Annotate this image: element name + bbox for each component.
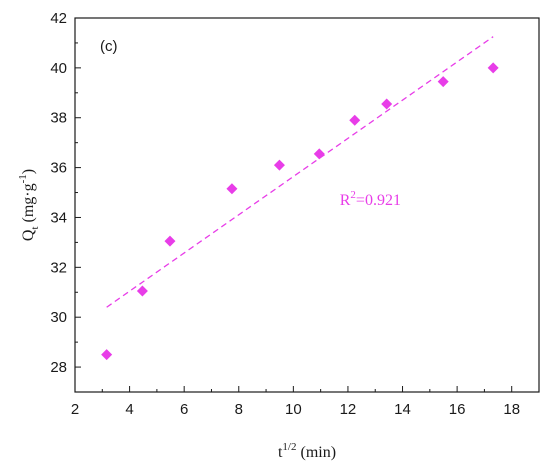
fit-line-group: [106, 36, 494, 308]
r2-sup: 2: [350, 189, 356, 201]
x-tick-label: 12: [340, 401, 357, 418]
y-label-close: ): [20, 169, 37, 174]
x-label-sup: 1/2: [282, 441, 296, 453]
y-tick-label: 42: [50, 10, 67, 27]
plot-frame: [74, 17, 540, 393]
y-tick-label: 38: [50, 110, 67, 127]
x-tick-label: 6: [180, 401, 188, 418]
r-squared-annotation: R2=0.921: [340, 189, 401, 209]
panel-label: (c): [100, 38, 118, 55]
y-tick-label: 32: [50, 259, 67, 276]
data-point: [164, 235, 176, 247]
y-tick-label: 30: [50, 309, 67, 326]
x-tick-label: 18: [503, 401, 520, 418]
y-tick-label: 28: [50, 359, 67, 376]
data-points: [101, 62, 499, 361]
data-point: [136, 285, 148, 297]
ticks: 2 4 6 8 10 12 14 16 18 28 30 32 34 36 38 40 42: [50, 10, 520, 418]
y-tick-label: 34: [50, 209, 67, 226]
data-point: [487, 62, 499, 74]
x-tick-label: 10: [285, 401, 302, 418]
y-label-main: Q: [20, 229, 37, 241]
y-tick-label: 40: [50, 60, 67, 77]
y-axis-label: Qt (mg·g-1): [17, 169, 41, 241]
x-axis-label: t1/2 (min): [278, 441, 336, 461]
data-point: [226, 183, 238, 195]
x-tick-label: 14: [394, 401, 411, 418]
data-point: [313, 148, 325, 160]
y-label-rest: (mg·g: [20, 183, 37, 226]
x-tick-label: 4: [125, 401, 133, 418]
r2-main: R: [340, 192, 351, 209]
r2-rest: =0.921: [356, 192, 401, 209]
y-label-sub: t: [29, 226, 41, 229]
data-point: [437, 76, 449, 88]
data-point: [349, 114, 361, 126]
x-label-rest: (min): [296, 444, 336, 461]
fit-line: [106, 36, 494, 308]
data-point: [381, 98, 393, 110]
x-tick-label: 2: [71, 401, 79, 418]
y-label-sup: -1: [17, 174, 29, 183]
data-point: [101, 349, 113, 361]
x-tick-label: 8: [235, 401, 243, 418]
data-point: [273, 159, 285, 171]
x-tick-label: 16: [449, 401, 466, 418]
y-tick-label: 36: [50, 160, 67, 177]
x-label-main: t: [278, 444, 283, 461]
